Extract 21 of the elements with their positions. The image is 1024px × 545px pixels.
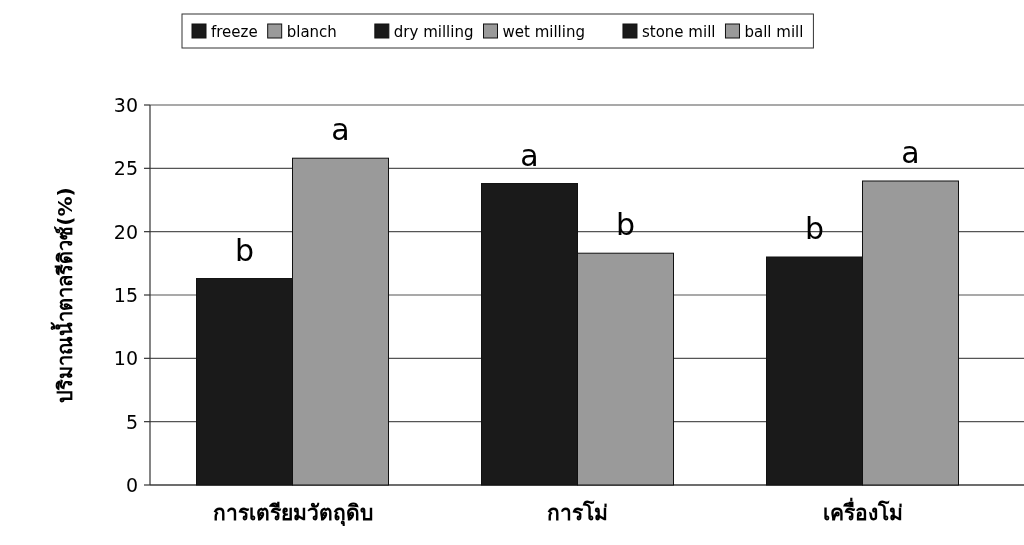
legend-label: freeze [211,23,258,41]
legend-label: blanch [286,23,337,41]
x-tick-label: การเตรียมวัตถุดิบ [212,501,373,527]
x-tick-label: การโม่ [547,500,608,525]
y-tick-label: 5 [125,410,138,433]
y-tick-label: 20 [113,220,138,243]
y-tick-label: 25 [113,157,138,180]
x-tick-label: เครื่องโม่ [822,497,903,525]
legend-label: wet milling [502,23,585,41]
annotation: a [520,137,539,173]
legend-label: dry milling [393,23,474,41]
legend-label: stone mill [641,23,716,41]
y-axis-title: ปริมาณน้ำตาลรีดิวซ์(%) [50,187,77,403]
legend-label: ball mill [744,23,804,41]
annotation: b [234,232,255,268]
y-tick-label: 30 [113,94,138,116]
y-tick-label: 15 [113,284,138,306]
y-tick-label: 0 [125,474,138,496]
annotation: a [901,135,920,170]
annotation: a [331,112,350,148]
y-tick-label: 10 [113,347,138,370]
